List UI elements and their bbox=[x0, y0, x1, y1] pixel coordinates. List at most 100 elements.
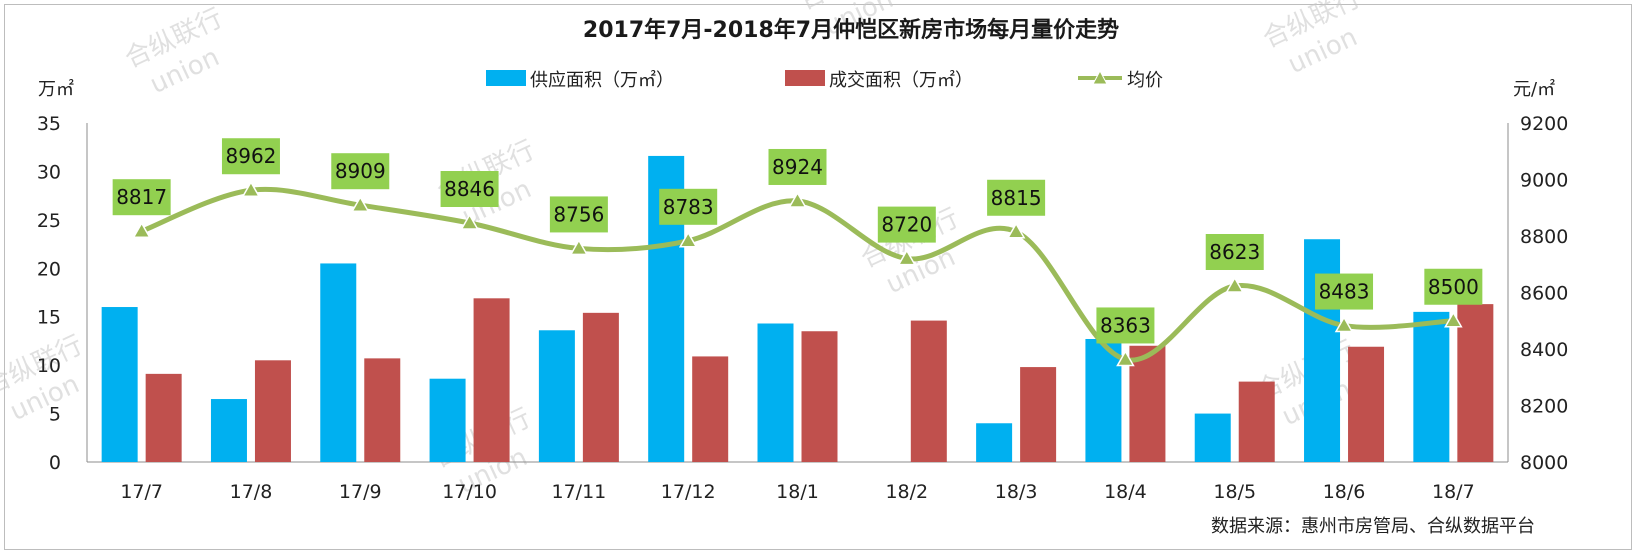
price-data-label-bg bbox=[549, 196, 608, 233]
price-data-label-bg bbox=[1096, 307, 1155, 344]
x-tick-label: 17/11 bbox=[552, 481, 607, 503]
price-data-label: 8500 bbox=[1424, 268, 1483, 305]
bar-supply bbox=[429, 378, 466, 462]
price-data-label: 8720 bbox=[877, 206, 936, 243]
price-point-marker bbox=[1444, 311, 1463, 328]
bar-supply bbox=[1085, 338, 1122, 462]
bars bbox=[101, 155, 1494, 462]
source-note: 数据来源：惠州市房管局、合纵数据平台 bbox=[1211, 516, 1535, 537]
x-tick-label: 17/10 bbox=[442, 481, 497, 503]
bar-sales bbox=[1457, 304, 1494, 462]
bar-supply bbox=[538, 330, 575, 462]
x-tick-label: 18/3 bbox=[995, 481, 1038, 503]
price-data-label: 8623 bbox=[1205, 234, 1264, 271]
x-tick-label: 18/6 bbox=[1323, 481, 1366, 503]
bar-supply bbox=[210, 399, 247, 462]
price-point-marker bbox=[678, 231, 698, 248]
bar-supply bbox=[1194, 413, 1231, 462]
price-data-label: 8817 bbox=[112, 179, 171, 216]
bar-sales bbox=[582, 312, 619, 462]
price-point-marker bbox=[788, 191, 807, 208]
price-labels: 8817 8962 8909 8846 8756 8783 8924 8720 8815 8363… bbox=[112, 138, 1483, 344]
price-data-label-text: 8815 bbox=[991, 186, 1042, 210]
price-data-label-text: 8909 bbox=[335, 159, 386, 183]
watermark-layer: 合纵联行union合纵联行union合纵联行union合纵联行union合纵联行… bbox=[0, 0, 1365, 500]
price-data-label: 8756 bbox=[549, 196, 608, 233]
bar-sales bbox=[1129, 345, 1166, 462]
bar-sales bbox=[692, 356, 729, 462]
bar-supply bbox=[1304, 239, 1341, 462]
price-data-label-text: 8623 bbox=[1209, 240, 1260, 264]
legend-marker-price bbox=[1092, 69, 1108, 85]
x-tick-label: 18/7 bbox=[1432, 481, 1475, 503]
price-data-label-text: 8817 bbox=[116, 185, 167, 209]
bar-supply bbox=[976, 423, 1013, 462]
right-tick-label: 8200 bbox=[1520, 396, 1568, 418]
legend-label-price: 均价 bbox=[1127, 70, 1163, 91]
right-tick-label: 9200 bbox=[1520, 113, 1568, 135]
legend-label-sales: 成交面积（万㎡） bbox=[829, 69, 973, 91]
price-data-label-bg bbox=[987, 179, 1046, 216]
price-data-label-text: 8924 bbox=[772, 155, 823, 179]
bar-sales bbox=[1020, 367, 1057, 462]
price-data-label-text: 8720 bbox=[881, 213, 932, 237]
price-point-marker bbox=[1006, 222, 1026, 239]
price-point-marker bbox=[1334, 316, 1354, 333]
bar-sales bbox=[254, 360, 291, 462]
bar-supply bbox=[1413, 311, 1450, 462]
bar-sales bbox=[801, 331, 838, 462]
left-tick-label: 0 bbox=[49, 452, 61, 474]
price-data-label-text: 8783 bbox=[663, 195, 714, 219]
left-tick-label: 35 bbox=[37, 113, 61, 135]
bar-supply bbox=[101, 307, 138, 462]
price-data-label-bg bbox=[768, 148, 827, 185]
left-tick-label: 10 bbox=[37, 355, 61, 377]
bar-supply bbox=[757, 323, 794, 462]
x-tick-label: 17/9 bbox=[339, 481, 382, 503]
left-tick-label: 15 bbox=[37, 307, 61, 329]
price-point-marker bbox=[350, 195, 370, 212]
price-line bbox=[132, 180, 1463, 367]
price-data-label-bg bbox=[331, 153, 390, 190]
price-data-label: 8363 bbox=[1096, 307, 1155, 344]
right-tick-label: 9000 bbox=[1520, 170, 1568, 192]
x-tick-label: 17/12 bbox=[661, 481, 716, 503]
x-tick-label: 18/2 bbox=[885, 481, 928, 503]
bar-sales bbox=[1348, 346, 1385, 462]
x-tick-label: 17/8 bbox=[230, 481, 273, 503]
right-axis-unit: 元/㎡ bbox=[1513, 78, 1555, 100]
price-data-label: 8909 bbox=[331, 153, 390, 190]
right-tick-label: 8600 bbox=[1520, 283, 1568, 305]
right-tick-label: 8000 bbox=[1520, 452, 1568, 474]
x-tick-label: 18/5 bbox=[1213, 481, 1256, 503]
bar-sales bbox=[1238, 381, 1275, 462]
bar-sales bbox=[145, 373, 182, 462]
bar-sales bbox=[910, 320, 947, 462]
left-tick-label: 5 bbox=[49, 404, 61, 426]
price-data-label-bg bbox=[1205, 234, 1264, 271]
legend: 供应面积（万㎡） 成交面积（万㎡） 均价 bbox=[486, 69, 1163, 91]
price-data-label-bg bbox=[1424, 268, 1483, 305]
price-data-label: 8483 bbox=[1315, 273, 1374, 310]
price-data-label-text: 8500 bbox=[1428, 275, 1479, 299]
price-data-label-text: 8363 bbox=[1100, 313, 1151, 337]
legend-swatch-supply bbox=[486, 70, 526, 86]
price-point-marker bbox=[897, 249, 917, 266]
price-data-label-text: 8756 bbox=[553, 202, 604, 226]
price-data-label: 8846 bbox=[440, 171, 499, 208]
legend-swatch-sales bbox=[785, 70, 825, 86]
price-point-marker bbox=[132, 221, 151, 238]
left-tick-label: 30 bbox=[37, 161, 61, 183]
price-point-marker bbox=[460, 213, 479, 230]
price-point-marker bbox=[569, 238, 589, 256]
right-tick-label: 8400 bbox=[1520, 339, 1568, 361]
bar-sales bbox=[364, 358, 401, 462]
price-point-marker bbox=[241, 180, 261, 197]
price-data-label-text: 8483 bbox=[1319, 280, 1370, 304]
price-data-label: 8815 bbox=[987, 179, 1046, 216]
bar-supply bbox=[320, 263, 357, 462]
left-tick-label: 25 bbox=[37, 210, 61, 232]
price-data-label-bg bbox=[659, 188, 718, 225]
